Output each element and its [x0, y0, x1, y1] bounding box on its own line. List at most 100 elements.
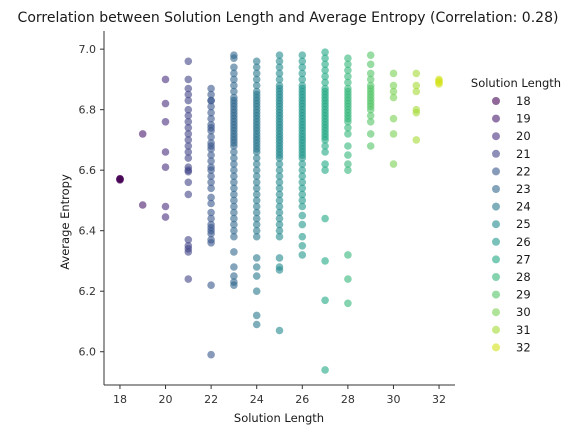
data-point — [275, 160, 284, 168]
data-point — [184, 75, 193, 84]
data-point — [321, 257, 329, 265]
data-point — [252, 311, 261, 320]
data-point — [366, 51, 375, 59]
data-point — [184, 275, 193, 283]
data-point — [412, 136, 421, 144]
data-point — [230, 54, 238, 62]
data-point — [275, 51, 284, 59]
data-point — [252, 208, 261, 217]
data-point — [252, 184, 261, 193]
data-point — [275, 254, 284, 262]
data-point — [389, 81, 398, 90]
data-point — [275, 75, 284, 84]
data-point — [321, 60, 329, 69]
data-point — [275, 232, 284, 241]
data-point — [230, 75, 238, 84]
data-point — [207, 133, 215, 141]
data-point — [230, 214, 238, 223]
data-point — [389, 69, 398, 78]
legend-label: 22 — [516, 164, 531, 178]
legend-label: 20 — [516, 129, 531, 143]
legend-marker — [492, 308, 500, 317]
legend-marker — [492, 167, 500, 176]
data-point — [412, 87, 421, 96]
x-tick-label: 30 — [386, 393, 400, 406]
data-point — [298, 69, 307, 78]
data-point — [161, 163, 170, 171]
x-tick-label: 32 — [432, 393, 446, 406]
data-point — [252, 320, 261, 329]
data-point — [298, 220, 307, 229]
data-point — [366, 75, 375, 84]
data-point — [435, 80, 443, 88]
data-point — [184, 118, 193, 126]
data-point — [389, 130, 398, 138]
legend-title: Solution Length — [471, 76, 561, 90]
data-point — [298, 166, 307, 174]
data-point — [207, 350, 215, 359]
legend-label: 31 — [516, 323, 531, 337]
data-point — [275, 154, 284, 162]
data-point — [321, 148, 329, 156]
x-tick-label: 26 — [295, 393, 309, 406]
data-point — [230, 272, 238, 280]
data-point — [252, 226, 261, 235]
data-point — [184, 105, 193, 114]
data-point — [298, 232, 307, 241]
data-point — [275, 190, 284, 199]
data-point — [412, 108, 421, 117]
data-point — [366, 118, 375, 126]
data-point — [230, 172, 238, 180]
data-point — [252, 75, 261, 84]
data-point — [321, 66, 329, 75]
data-point — [230, 208, 238, 217]
data-point — [230, 154, 238, 162]
data-point — [207, 166, 215, 174]
data-point — [298, 242, 307, 250]
data-point — [298, 57, 307, 66]
data-point — [138, 201, 147, 209]
y-tick-label: 6.2 — [79, 285, 97, 298]
data-point — [230, 87, 238, 96]
data-point — [275, 69, 284, 78]
data-point — [230, 226, 238, 235]
data-point — [275, 226, 284, 235]
plot-area — [116, 48, 443, 374]
data-point — [184, 178, 193, 187]
data-point — [344, 124, 352, 132]
data-point — [207, 90, 215, 99]
data-point — [298, 251, 307, 259]
data-point — [252, 220, 261, 229]
data-point — [366, 69, 375, 78]
data-point — [207, 214, 215, 223]
data-point — [298, 178, 307, 187]
legend-label: 24 — [516, 200, 531, 214]
axes: 18 20 22 24 26 28 30 32 6.0 6.2 6.4 6.6 6.8 7.0 — [79, 31, 455, 406]
legend-marker — [492, 290, 500, 299]
data-point — [275, 214, 284, 223]
data-point — [298, 190, 307, 199]
legend-marker — [492, 220, 500, 229]
data-point — [252, 148, 261, 156]
data-point — [230, 202, 238, 211]
data-point — [252, 63, 261, 72]
y-axis-label: Average Entropy — [58, 174, 72, 270]
data-point — [252, 190, 261, 199]
data-point — [275, 266, 284, 274]
legend-label: 25 — [516, 217, 531, 231]
data-point — [344, 72, 352, 81]
data-point — [184, 190, 193, 199]
data-point — [366, 105, 375, 114]
legend-marker — [492, 114, 500, 123]
legend-marker — [492, 255, 500, 264]
data-point — [230, 69, 238, 78]
data-point — [252, 160, 261, 168]
y-tick-label: 6.0 — [79, 346, 97, 359]
data-point — [184, 148, 193, 156]
data-point — [207, 184, 215, 193]
data-point — [184, 90, 193, 99]
data-point — [321, 72, 329, 81]
legend-label: 28 — [516, 270, 531, 284]
data-point — [344, 166, 352, 174]
chart-title: Correlation between Solution Length and … — [18, 10, 559, 26]
